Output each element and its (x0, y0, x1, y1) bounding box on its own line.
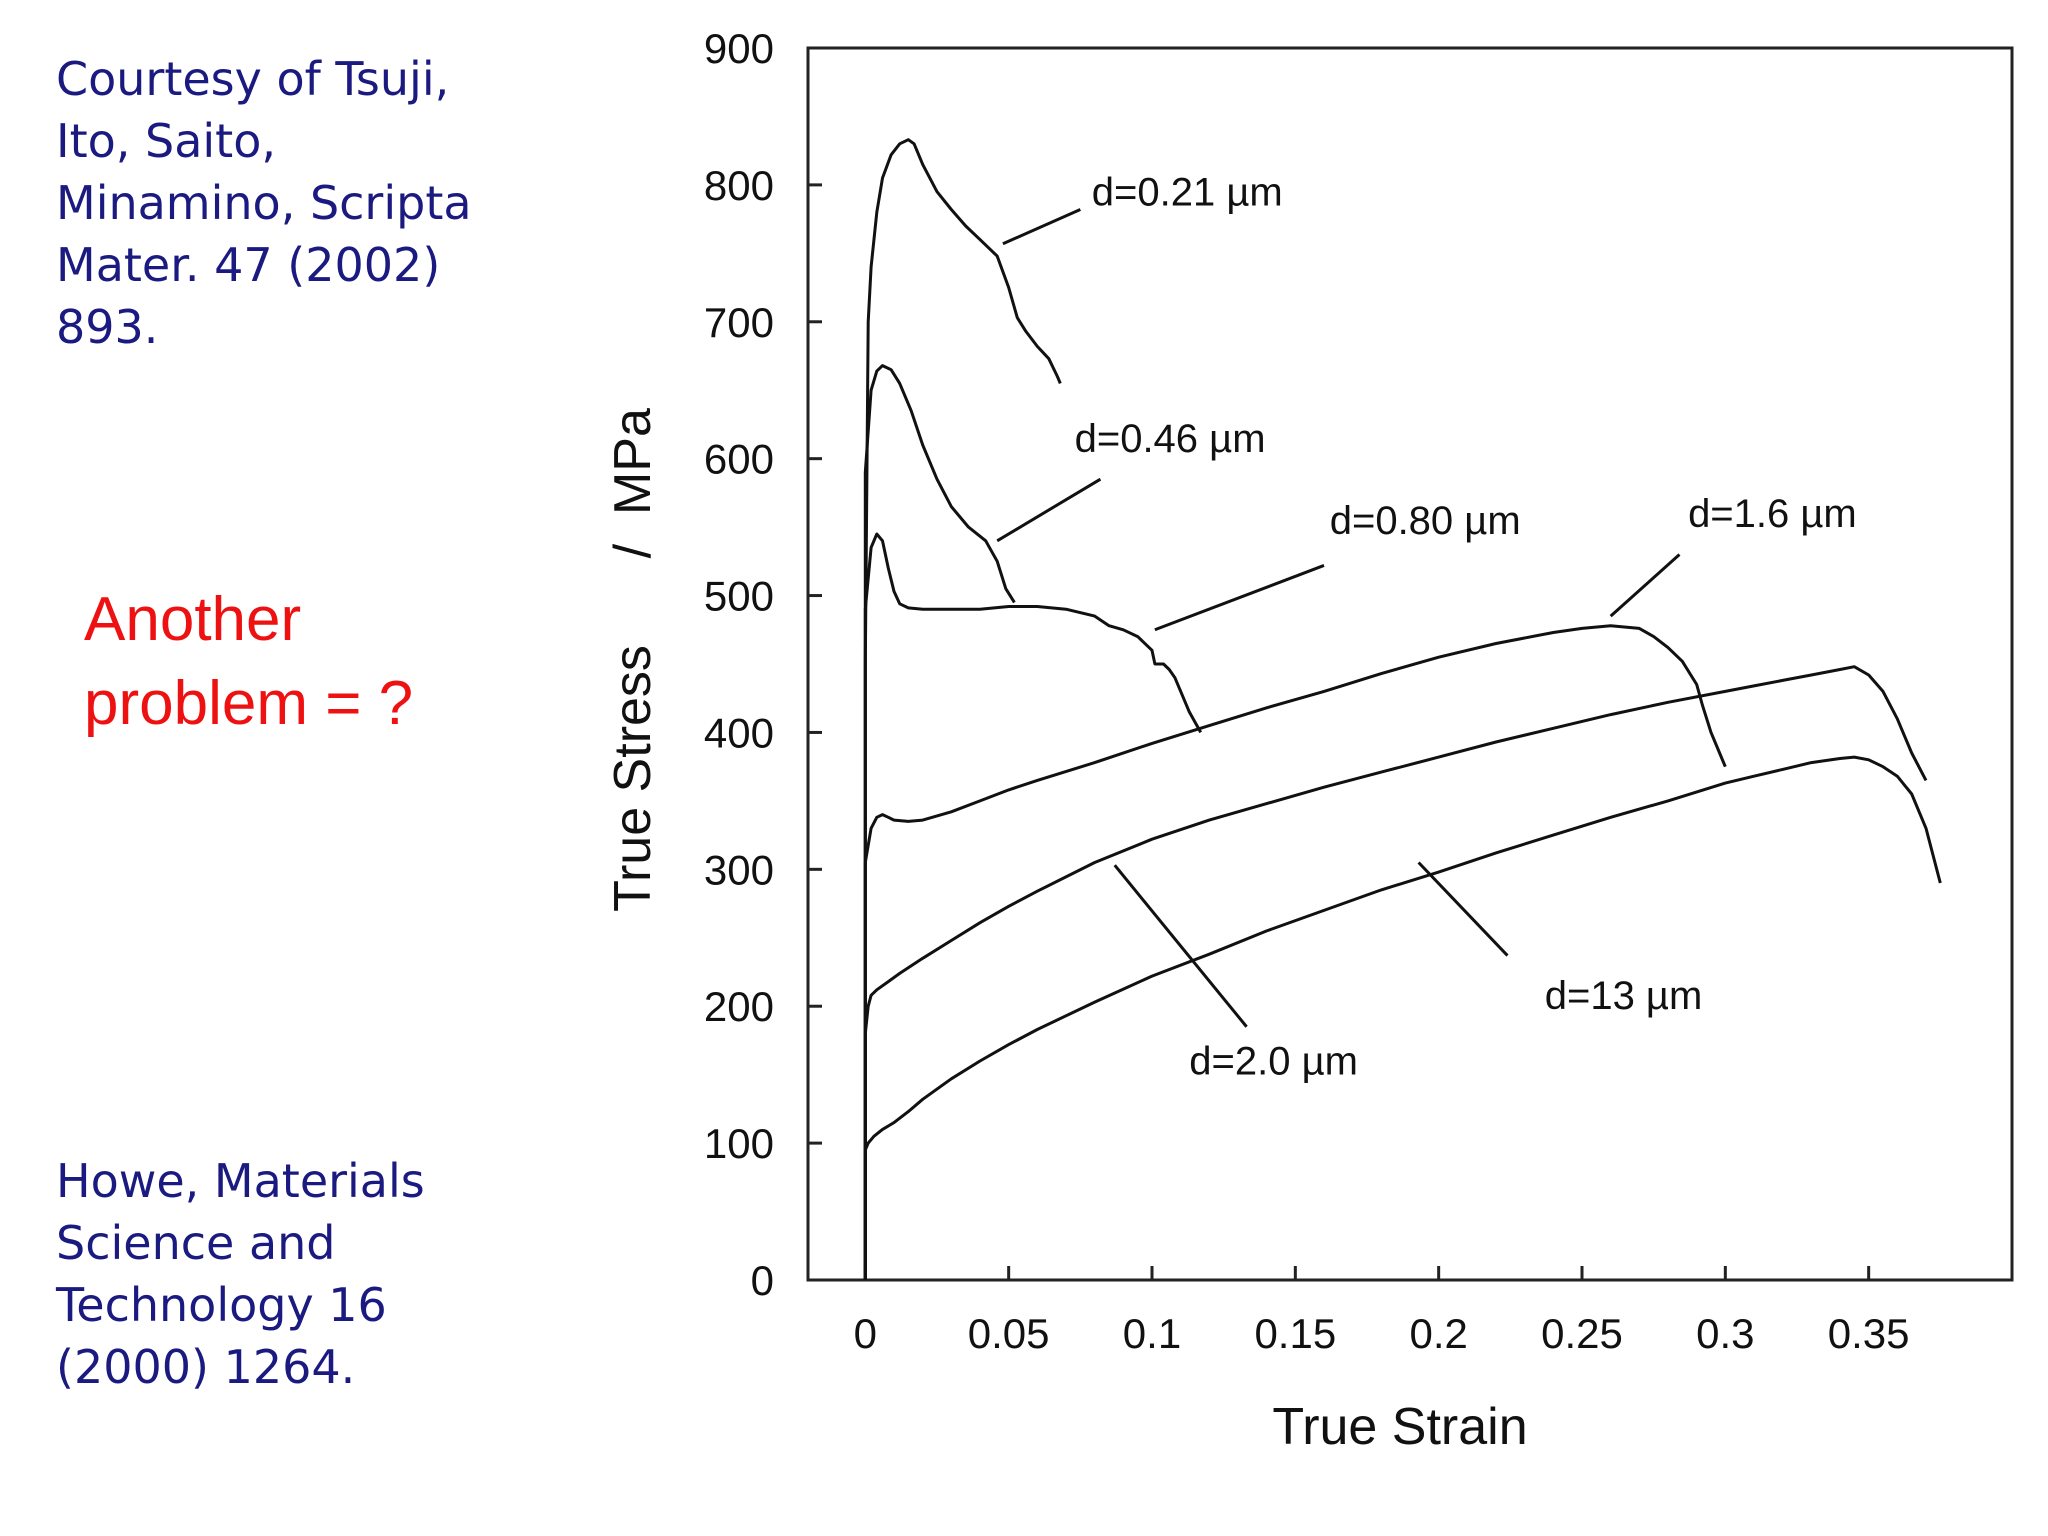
series-leader-line (1002, 208, 1081, 246)
y-tick-label: 0 (751, 1257, 774, 1304)
series-label: d=2.0 µm (1189, 1040, 1358, 1084)
x-axis-ticks: 0 0.05 0.1 0.15 0.2 0.25 0.3 0.35 (854, 1266, 1910, 1357)
series-line (863, 138, 1062, 1280)
y-tick-label: 100 (704, 1120, 774, 1167)
y-tick-label: 600 (704, 436, 774, 483)
x-tick-label: 0.25 (1541, 1310, 1623, 1357)
x-tick-label: 0.05 (968, 1310, 1050, 1357)
series-labels: d=0.21 µm d=0.46 µm d=0.80 µm d=1.6 µm d=2.0… (996, 170, 1857, 1084)
x-tick-label: 0 (854, 1310, 877, 1357)
y-axis-ticks: 0 100 200 300 400 500 600 700 800 900 (704, 25, 822, 1304)
plot-frame (806, 46, 2014, 1282)
y-tick-label: 800 (704, 162, 774, 209)
series-leader-line (1154, 564, 1325, 632)
x-tick-label: 0.3 (1696, 1310, 1754, 1357)
series-line (863, 532, 1203, 1280)
series-leader-line (1609, 553, 1681, 618)
x-axis-title: True Strain (1272, 1398, 1527, 1456)
series-leader-line (1417, 861, 1509, 957)
question-text: Another problem = ? (84, 585, 414, 738)
citation-top: Courtesy of Tsuji, Ito, Saito, Minamino,… (56, 52, 472, 354)
y-tick-label: 900 (704, 25, 774, 72)
series-leader-line (996, 477, 1102, 543)
x-tick-label: 0.2 (1409, 1310, 1467, 1357)
series-lines (863, 138, 1942, 1280)
y-tick-label: 700 (704, 299, 774, 346)
x-tick-label: 0.15 (1254, 1310, 1336, 1357)
series-line (863, 364, 1016, 1280)
series-label: d=0.46 µm (1075, 417, 1266, 461)
y-tick-label: 200 (704, 983, 774, 1030)
series-leader-line (1113, 864, 1248, 1028)
y-axis-title: True Stress / MPa (604, 408, 662, 912)
series-label: d=0.80 µm (1330, 499, 1521, 543)
x-tick-label: 0.1 (1123, 1310, 1181, 1357)
y-tick-label: 300 (704, 846, 774, 893)
series-label: d=1.6 µm (1688, 492, 1857, 536)
series-label: d=0.21 µm (1092, 170, 1283, 214)
series-line (863, 624, 1727, 1280)
series-label: d=13 µm (1545, 974, 1703, 1018)
y-tick-label: 500 (704, 573, 774, 620)
y-tick-label: 400 (704, 709, 774, 756)
citation-bottom: Howe, Materials Science and Technology 1… (56, 1154, 425, 1394)
x-tick-label: 0.35 (1828, 1310, 1910, 1357)
series-line (863, 755, 1942, 1280)
series-line (863, 665, 1928, 1280)
